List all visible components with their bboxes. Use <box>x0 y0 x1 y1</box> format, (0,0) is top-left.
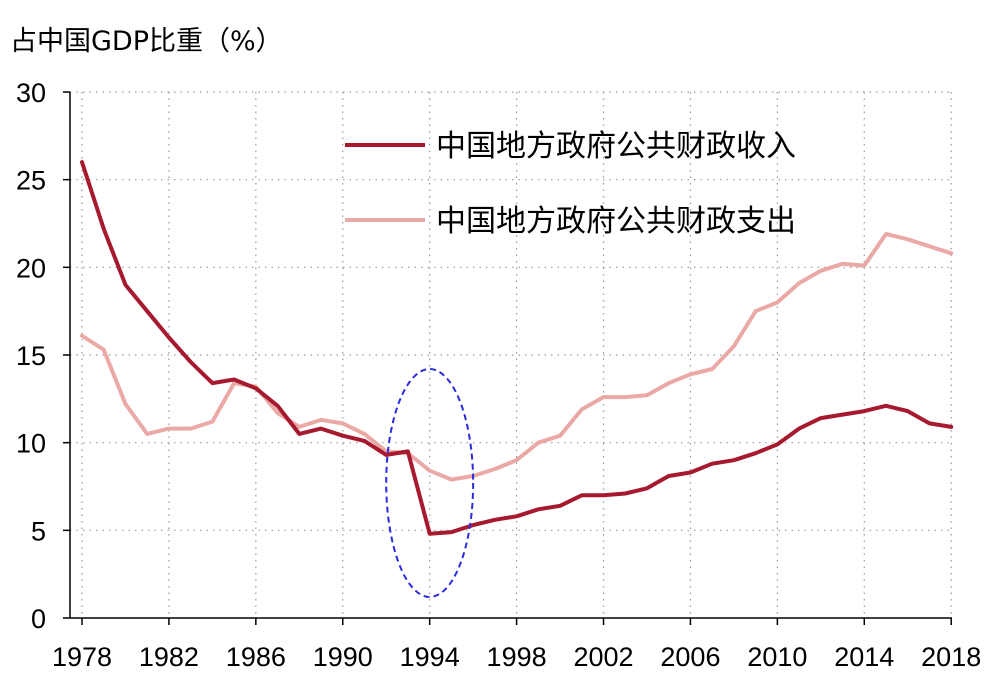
x-tick-label: 2002 <box>573 642 633 672</box>
highlight-ellipse-shape <box>385 368 475 598</box>
y-tick-labels: 0 5 10 15 20 25 30 <box>16 78 46 634</box>
y-tick-label: 10 <box>16 429 46 459</box>
y-tick-label: 20 <box>16 253 46 283</box>
axes <box>63 91 952 625</box>
x-tick-label: 2014 <box>834 642 894 672</box>
x-tick-label: 2006 <box>660 642 720 672</box>
y-tick-label: 25 <box>16 166 46 196</box>
highlight-ellipse <box>385 368 475 598</box>
series-line-revenue <box>80 160 954 536</box>
x-tick-labels: 1978 1982 1986 1990 1994 1998 2002 2006 2010 2014… <box>52 642 981 672</box>
y-tick-label: 0 <box>31 604 46 634</box>
y-axis-unit-label: 占中国GDP比重（%） <box>10 26 283 57</box>
legend-label-expenditure: 中国地方政府公共财政支出 <box>436 204 796 239</box>
series-lines <box>80 160 954 536</box>
x-tick-label: 1994 <box>400 642 460 672</box>
y-tick-label: 30 <box>16 78 46 108</box>
x-tick-label: 1998 <box>487 642 547 672</box>
x-tick-label: 2010 <box>747 642 807 672</box>
y-tick-label: 15 <box>16 341 46 371</box>
x-tick-label: 2018 <box>921 642 981 672</box>
x-tick-label: 1978 <box>52 642 112 672</box>
series-line-expenditure <box>80 232 954 482</box>
x-tick-label: 1990 <box>313 642 373 672</box>
grid-lines <box>70 91 952 618</box>
x-tick-label: 1982 <box>139 642 199 672</box>
y-tick-label: 5 <box>31 516 46 546</box>
legend-label-revenue: 中国地方政府公共财政收入 <box>436 129 796 164</box>
x-tick-label: 1986 <box>226 642 286 672</box>
